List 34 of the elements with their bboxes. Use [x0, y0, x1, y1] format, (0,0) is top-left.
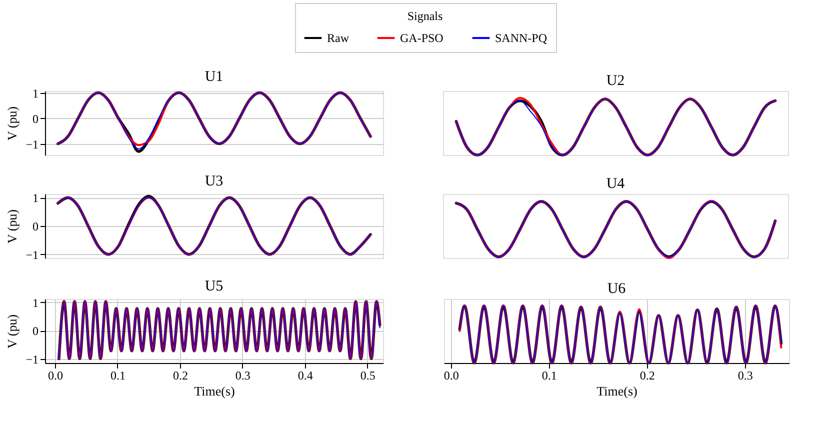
- y-tick-label: 0: [32, 112, 38, 126]
- chart-title: U3: [204, 174, 224, 190]
- chart-title: U1: [204, 68, 224, 85]
- y-tick-label: 1: [32, 86, 38, 100]
- x-tick-label: 0.0: [444, 368, 459, 382]
- x-tick-label: 0.1: [542, 368, 557, 382]
- chart-title: U2: [606, 73, 625, 89]
- y-tick-label: 1: [32, 296, 38, 310]
- x-tick-label: 0.5: [360, 368, 376, 382]
- y-axis-title: V (pu): [4, 209, 20, 244]
- x-tick-label: 0.2: [172, 368, 188, 382]
- chart-title: U4: [606, 176, 626, 192]
- y-axis-title: V (pu): [4, 106, 20, 141]
- y-tick-label: −1: [26, 137, 38, 152]
- y-tick-label: 1: [32, 191, 38, 206]
- legend-label: Raw: [327, 31, 350, 45]
- chart-title: U6: [607, 281, 626, 297]
- y-tick-label: 0: [32, 324, 38, 338]
- y-axis-title: V (pu): [4, 314, 20, 349]
- x-tick-label: 0.4: [298, 368, 313, 382]
- x-tick-label: 0.0: [48, 368, 63, 382]
- y-tick-label: −1: [26, 248, 38, 262]
- x-tick-label: 0.3: [235, 368, 250, 382]
- legend-label: SANN-PQ: [495, 31, 548, 45]
- x-axis-title: Time(s): [596, 384, 638, 398]
- y-tick-label: 0: [32, 220, 38, 234]
- legend-title: Signals: [407, 9, 443, 23]
- chart-title: U5: [204, 278, 224, 294]
- x-tick-label: 0.1: [110, 368, 126, 382]
- x-tick-label: 0.3: [738, 368, 753, 382]
- y-tick-label: −1: [26, 352, 38, 366]
- legend-label: GA-PSO: [400, 31, 444, 45]
- x-axis-title: Time(s): [194, 384, 235, 398]
- x-tick-label: 0.2: [640, 368, 655, 382]
